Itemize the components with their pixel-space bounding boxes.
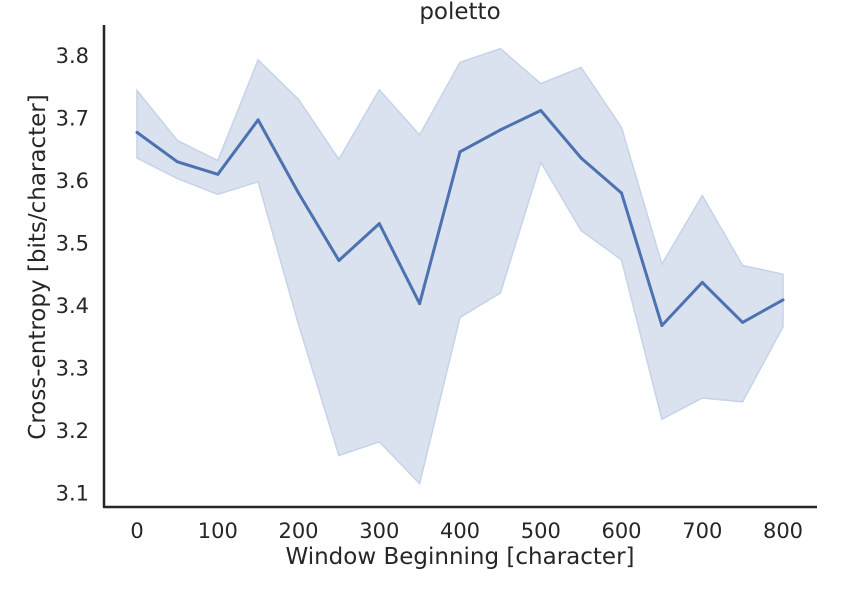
data-point xyxy=(579,156,583,160)
y-tick-label: 3.1 xyxy=(56,482,89,506)
x-tick-label: 100 xyxy=(198,519,238,543)
y-tick-label: 3.7 xyxy=(56,107,89,131)
data-point xyxy=(498,128,502,132)
data-point xyxy=(781,298,785,302)
x-tick-label: 500 xyxy=(521,519,561,543)
data-point xyxy=(216,172,220,176)
x-tick-label: 600 xyxy=(601,519,641,543)
data-point xyxy=(539,109,543,112)
data-point xyxy=(741,320,745,324)
data-point xyxy=(256,118,260,122)
y-tick-label: 3.2 xyxy=(56,419,89,443)
y-tick-label: 3.5 xyxy=(56,232,89,256)
x-tick-label: 700 xyxy=(682,519,722,543)
data-point xyxy=(620,191,623,195)
y-tick-label: 3.8 xyxy=(56,44,89,68)
y-axis-label: Cross-entropy [bits/character] xyxy=(25,94,51,439)
plot-area xyxy=(135,47,785,486)
confidence-band xyxy=(136,47,784,486)
x-tick-label: 800 xyxy=(763,519,803,543)
data-point xyxy=(700,280,704,284)
x-tick-labels: 0 100 200 300 400 500 600 700 800 xyxy=(130,519,803,543)
x-tick-label: 200 xyxy=(278,519,318,543)
x-tick-label: 400 xyxy=(440,519,480,543)
y-tick-label: 3.4 xyxy=(56,294,89,318)
data-point xyxy=(377,222,381,226)
x-tick-label: 300 xyxy=(359,519,399,543)
chart-title: poletto xyxy=(419,0,500,25)
data-point xyxy=(660,324,664,327)
data-point xyxy=(418,302,422,306)
y-tick-label: 3.3 xyxy=(56,357,89,381)
data-point xyxy=(337,259,341,262)
y-tick-label: 3.6 xyxy=(56,169,89,193)
data-point xyxy=(175,160,179,164)
data-point xyxy=(458,150,462,154)
data-point xyxy=(297,191,300,195)
data-point xyxy=(135,130,139,134)
x-axis-label: Window Beginning [character] xyxy=(285,544,634,570)
x-tick-label: 0 xyxy=(130,519,143,543)
y-tick-labels: 3.1 3.2 3.3 3.4 3.5 3.6 3.7 3.8 xyxy=(56,44,89,506)
